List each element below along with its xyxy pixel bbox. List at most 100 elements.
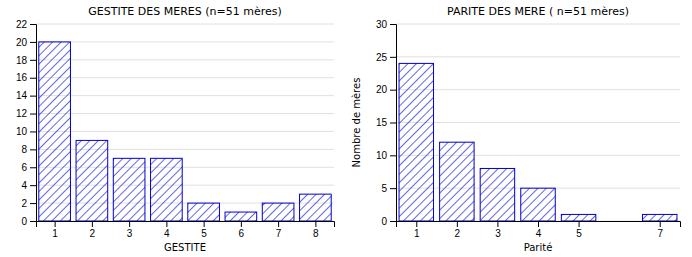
tick-label: 10 bbox=[16, 126, 28, 137]
bar bbox=[113, 158, 145, 221]
tick-label: 30 bbox=[376, 19, 388, 30]
bar bbox=[262, 203, 294, 221]
tick-label: 7 bbox=[657, 228, 663, 239]
tick: 2 bbox=[90, 221, 96, 239]
tick-label: 1 bbox=[52, 228, 58, 239]
grid-line bbox=[396, 89, 680, 90]
title: PARITE DES MERE ( n=51 mères) bbox=[447, 5, 629, 18]
tick-mark bbox=[30, 221, 36, 222]
axis-line bbox=[397, 222, 681, 228]
tick-mark bbox=[278, 221, 279, 227]
grid-line bbox=[396, 122, 680, 123]
tick-label: 2 bbox=[455, 228, 461, 239]
tick-mark bbox=[538, 221, 539, 227]
tick: 1 bbox=[52, 221, 58, 239]
tick-label: 8 bbox=[313, 228, 319, 239]
title: GESTITE DES MERES (n=51 mères) bbox=[88, 5, 282, 18]
tick: 30 bbox=[376, 19, 396, 30]
grid-line bbox=[36, 41, 334, 42]
tick-label: 25 bbox=[376, 52, 388, 63]
tick: 0 bbox=[21, 216, 36, 227]
bars bbox=[399, 63, 677, 221]
tick: 5 bbox=[201, 221, 207, 239]
tick-mark bbox=[30, 167, 36, 168]
axis-line bbox=[37, 222, 335, 228]
tick: 7 bbox=[657, 221, 663, 239]
tick: 12 bbox=[16, 108, 36, 119]
tick-label: 22 bbox=[16, 19, 28, 30]
grid-line bbox=[396, 56, 680, 57]
tick-label: 12 bbox=[16, 108, 28, 119]
tick-label: 16 bbox=[16, 72, 28, 83]
grid bbox=[396, 24, 680, 221]
tick: 4 bbox=[164, 221, 170, 239]
tick-label: 15 bbox=[376, 117, 388, 128]
grid-line bbox=[36, 95, 334, 96]
tick-mark bbox=[92, 221, 93, 227]
tick-mark bbox=[166, 221, 167, 227]
bars bbox=[39, 42, 331, 221]
tick-mark bbox=[416, 221, 417, 227]
tick-label: 0 bbox=[21, 216, 27, 227]
tick-label: 3 bbox=[495, 228, 501, 239]
tick: 14 bbox=[16, 90, 36, 101]
grid bbox=[36, 24, 334, 221]
x-axis-title: Parité bbox=[524, 242, 553, 253]
panel: 123456780246810121416182022GESTITE DES M… bbox=[16, 5, 335, 253]
tick: 3 bbox=[495, 221, 501, 239]
tick: 6 bbox=[239, 221, 245, 239]
grid-line bbox=[36, 24, 334, 25]
tick-label: 14 bbox=[16, 90, 28, 101]
tick-mark bbox=[497, 221, 498, 227]
x-axis: 1 2 3 4 5 6 7 8 bbox=[37, 221, 335, 239]
tick-mark bbox=[390, 221, 396, 222]
bar bbox=[39, 42, 71, 221]
tick-mark bbox=[55, 221, 56, 227]
y-axis-title: Nombre de mères bbox=[351, 78, 362, 168]
bar bbox=[399, 63, 433, 221]
tick: 8 bbox=[313, 221, 319, 239]
tick-mark bbox=[204, 221, 205, 227]
tick: 0 bbox=[381, 216, 396, 227]
tick-label: 4 bbox=[536, 228, 542, 239]
tick-label: 0 bbox=[381, 216, 387, 227]
tick: 6 bbox=[21, 162, 36, 173]
tick-mark bbox=[390, 57, 396, 58]
tick: 20 bbox=[376, 84, 396, 95]
tick-mark bbox=[30, 42, 36, 43]
tick-mark bbox=[390, 155, 396, 156]
tick: 15 bbox=[376, 117, 396, 128]
grid-line bbox=[396, 24, 680, 25]
grid-line bbox=[396, 155, 680, 156]
bar bbox=[521, 188, 555, 221]
tick-mark bbox=[241, 221, 242, 227]
y-axis: 0246810121416182022 bbox=[16, 19, 37, 227]
tick-label: 3 bbox=[127, 228, 133, 239]
tick-mark bbox=[30, 131, 36, 132]
tick-mark bbox=[129, 221, 130, 227]
tick: 22 bbox=[16, 19, 36, 30]
tick-mark bbox=[30, 114, 36, 115]
tick-mark bbox=[390, 24, 396, 25]
bar bbox=[642, 214, 676, 221]
tick-mark bbox=[30, 24, 36, 25]
tick-mark bbox=[660, 221, 661, 227]
tick-mark bbox=[30, 149, 36, 150]
tick: 4 bbox=[21, 180, 36, 191]
figure: 123456780246810121416182022GESTITE DES M… bbox=[0, 0, 692, 257]
tick-mark bbox=[390, 188, 396, 189]
tick: 25 bbox=[376, 52, 396, 63]
tick: 20 bbox=[16, 37, 36, 48]
tick: 5 bbox=[381, 183, 396, 194]
grid-line bbox=[36, 59, 334, 60]
tick: 5 bbox=[576, 221, 582, 239]
bar bbox=[561, 214, 595, 221]
tick-mark bbox=[30, 60, 36, 61]
bar bbox=[225, 212, 257, 221]
tick-mark bbox=[30, 185, 36, 186]
tick-label: 5 bbox=[576, 228, 582, 239]
bar bbox=[300, 194, 332, 221]
x-axis-title: GESTITE bbox=[164, 242, 206, 253]
tick: 10 bbox=[376, 150, 396, 161]
tick-label: 7 bbox=[276, 228, 282, 239]
